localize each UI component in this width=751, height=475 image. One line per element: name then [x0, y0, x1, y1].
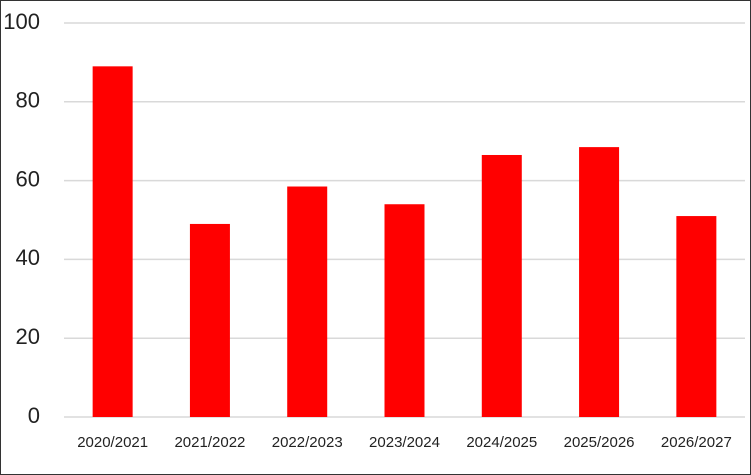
bar [287, 186, 328, 417]
x-tick-label: 2020/2021 [77, 434, 148, 451]
y-tick-label: 60 [16, 166, 40, 191]
bar [384, 204, 425, 417]
bar [676, 216, 717, 417]
x-tick-label: 2026/2027 [661, 434, 732, 451]
bar [481, 154, 522, 418]
x-tick-label: 2022/2023 [272, 434, 343, 451]
y-tick-label: 100 [3, 9, 40, 34]
bar [189, 223, 230, 417]
y-tick-label: 20 [16, 324, 40, 349]
x-tick-label: 2021/2022 [174, 434, 245, 451]
y-tick-label: 40 [16, 245, 40, 270]
y-tick-label: 80 [16, 88, 40, 113]
x-tick-label: 2023/2024 [369, 434, 440, 451]
bar [92, 66, 133, 417]
x-tick-label: 2024/2025 [466, 434, 537, 451]
y-tick-label: 0 [28, 403, 40, 428]
x-tick-label: 2025/2026 [564, 434, 635, 451]
bar [579, 147, 620, 418]
